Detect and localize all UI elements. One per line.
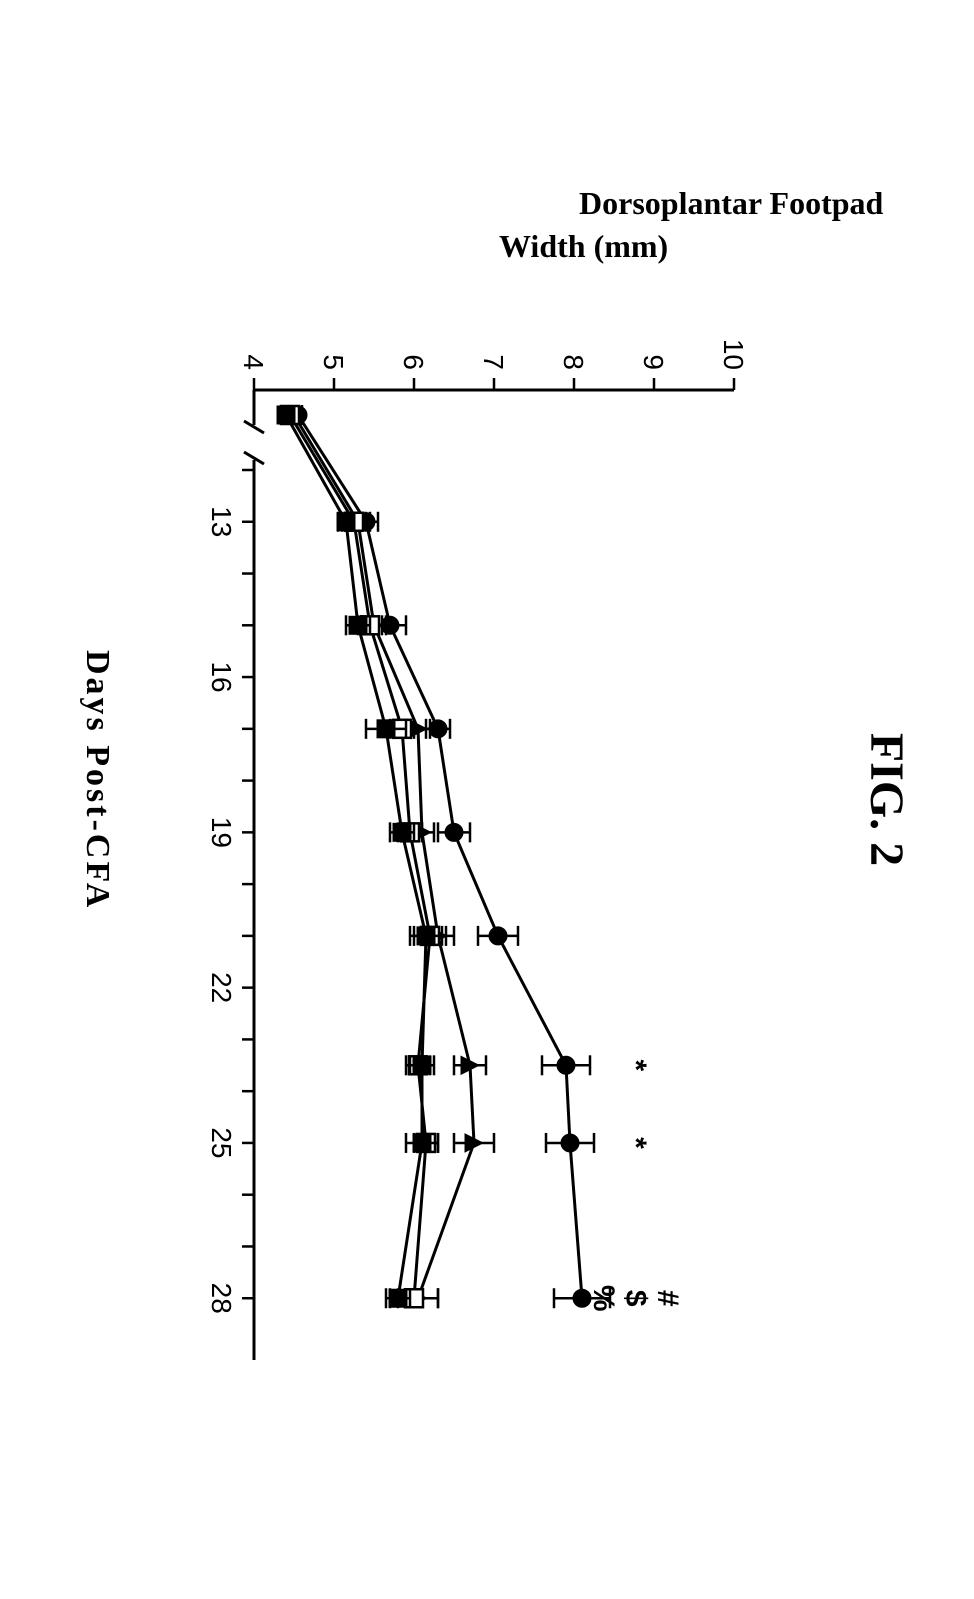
svg-text:10: 10 [718,339,749,370]
svg-text:#: # [651,1290,684,1307]
svg-text:28: 28 [206,1283,237,1314]
svg-text:*: * [619,1137,652,1149]
svg-text:*: * [619,1059,652,1071]
svg-text:22: 22 [206,972,237,1003]
y-axis-label-line1: Dorsoplantar Footpad [579,185,883,222]
figure-title: FIG. 2 [859,0,914,1599]
svg-text:16: 16 [206,661,237,692]
svg-text:%: % [587,1285,620,1312]
svg-text:7: 7 [478,354,509,370]
svg-text:5: 5 [318,354,349,370]
svg-text:8: 8 [558,354,589,370]
x-axis-label: Days Post-CFA [78,650,116,910]
svg-text:9: 9 [638,354,669,370]
svg-text:6: 6 [398,354,429,370]
svg-text:19: 19 [206,817,237,848]
chart-svg: 4 5 6 7 8 9 10 13 16 19 22 25 28 * * #$% [204,330,754,1380]
svg-text:$: $ [619,1290,652,1307]
svg-text:4: 4 [238,354,269,370]
y-axis-label-line2: Width (mm) [499,228,668,265]
svg-text:25: 25 [206,1127,237,1158]
svg-text:13: 13 [206,506,237,537]
